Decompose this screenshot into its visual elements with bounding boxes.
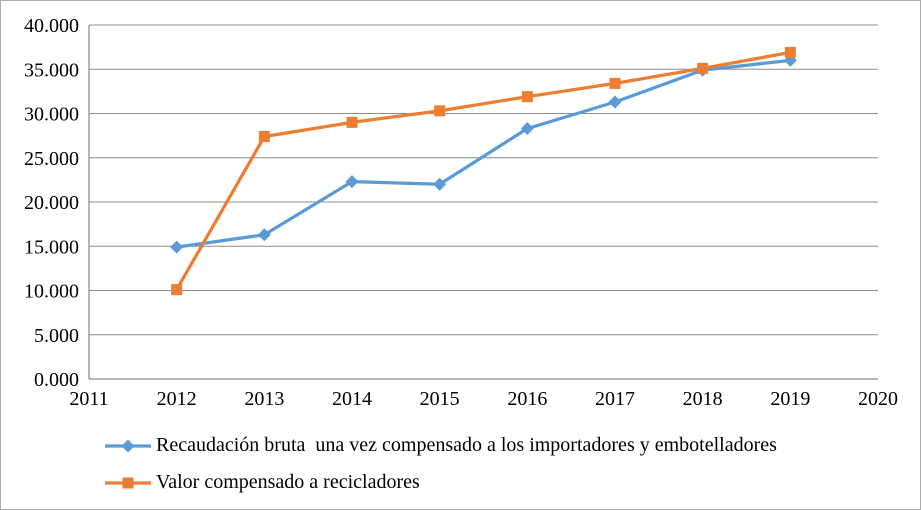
x-axis-tick-label: 2011	[69, 388, 108, 410]
data-point-marker	[346, 116, 358, 128]
series-line-0	[175, 58, 792, 249]
data-point-marker	[609, 77, 621, 89]
y-axis-tick-label: 35.000	[24, 59, 79, 81]
x-axis-tick-label: 2015	[420, 388, 460, 410]
data-point-marker	[608, 95, 622, 109]
legend-item-recaudacion-bruta: Recaudación bruta una vez compensado a l…	[105, 434, 777, 457]
data-point-marker	[345, 175, 359, 189]
y-axis-tick-label: 20.000	[24, 192, 79, 214]
data-point-marker	[433, 177, 447, 191]
series-line-1	[175, 50, 792, 292]
x-axis-tick-label: 2018	[683, 388, 723, 410]
legend-item-valor-compensado: Valor compensado a recicladores	[105, 471, 777, 494]
y-axis-tick-label: 15.000	[24, 236, 79, 258]
x-axis-tick-label: 2013	[244, 388, 284, 410]
legend-marker-blue-diamond-icon	[105, 439, 151, 452]
x-axis-tick-label: 2019	[770, 388, 810, 410]
x-axis-tick-label: 2017	[595, 388, 635, 410]
data-point-marker	[520, 122, 534, 136]
y-axis-tick-label: 30.000	[24, 104, 79, 126]
legend-label: Recaudación bruta una vez compensado a l…	[156, 434, 777, 456]
data-point-marker	[170, 240, 184, 254]
data-point-marker	[697, 62, 709, 74]
y-axis-tick-label: 40.000	[24, 15, 79, 37]
legend-diamond-icon	[121, 439, 135, 452]
x-axis-tick-label: 2020	[858, 388, 898, 410]
data-point-marker	[434, 105, 446, 117]
x-axis-tick-label: 2016	[507, 388, 547, 410]
data-point-marker	[784, 46, 796, 58]
line-chart: 0.000 5.000 10.000 15.000 20.000 25.000 30.000…	[24, 15, 898, 410]
data-point-marker	[258, 131, 270, 143]
x-axis-tick-label: 2012	[157, 388, 197, 410]
y-axis-tick-label: 5.000	[34, 325, 79, 347]
legend-marker-orange-square-icon	[105, 477, 151, 488]
y-axis-tick-label: 0.000	[34, 369, 79, 391]
y-axis-tick-label: 10.000	[24, 281, 79, 303]
data-point-marker	[171, 284, 183, 296]
legend-label: Valor compensado a recicladores	[156, 471, 420, 493]
data-point-marker	[521, 91, 533, 103]
data-point-marker	[257, 228, 271, 242]
legend-square-icon	[122, 477, 134, 488]
chart-legend: Recaudación bruta una vez compensado a l…	[105, 434, 777, 494]
x-axis-tick-label: 2014	[332, 388, 372, 410]
y-axis-tick-label: 25.000	[24, 148, 79, 170]
